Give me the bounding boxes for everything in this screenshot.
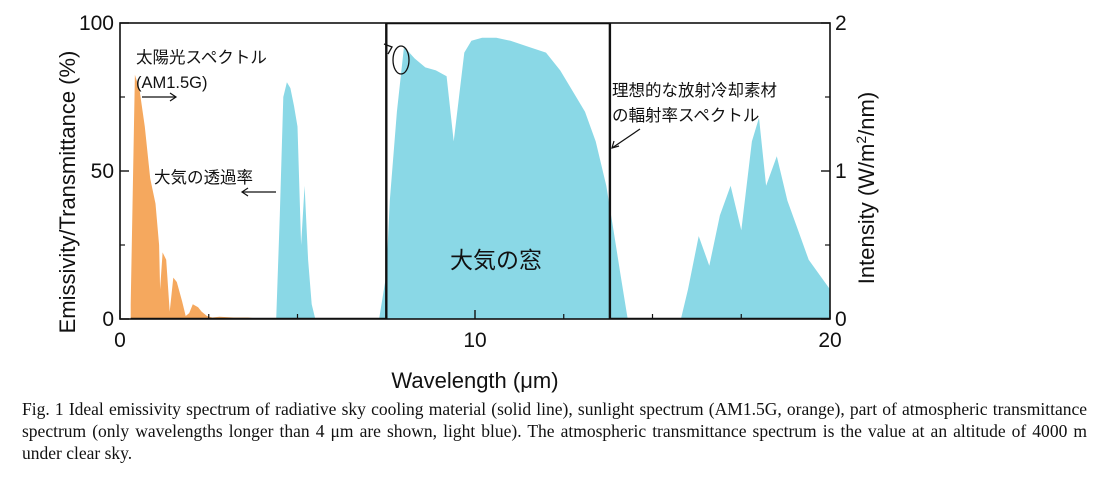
- ideal-label-line2: の輻射率スペクトル: [612, 106, 759, 125]
- window-label: 大気の窓: [450, 247, 542, 273]
- solar-arrow: [142, 92, 178, 102]
- left-axis-label: Emissivity/Transmittance (%): [55, 51, 80, 334]
- right-y-tick-label: 0: [835, 308, 847, 331]
- series-atm-transmittance: [276, 37, 830, 319]
- rotation-arrow-icon: [383, 43, 410, 75]
- left-y-tick-label: 0: [102, 308, 114, 331]
- x-tick-label: 10: [463, 329, 486, 352]
- figure-caption: Fig. 1 Ideal emissivity spectrum of radi…: [22, 399, 1087, 463]
- solar-label-line1: 太陽光スペクトル: [136, 48, 267, 67]
- ideal-arrow: [611, 128, 641, 149]
- ideal-label-line1: 理想的な放射冷却素材: [612, 81, 777, 100]
- x-axis-label: Wavelength (μm): [391, 368, 558, 393]
- atm-arrow: [240, 187, 276, 197]
- x-tick-label: 0: [114, 329, 126, 352]
- right-y-tick-label: 1: [835, 160, 847, 183]
- x-tick-label: 20: [818, 329, 841, 352]
- right-y-tick-label: 2: [835, 12, 847, 35]
- left-y-tick-label: 50: [91, 160, 114, 183]
- series-layer: [130, 23, 830, 319]
- solar-label-line2: (AM1.5G): [136, 74, 208, 92]
- atm-transmittance-label: 大気の透過率: [154, 168, 253, 187]
- left-y-tick-label: 100: [79, 12, 114, 35]
- series-solar-spectrum: [130, 74, 262, 319]
- right-axis-label: Intensity (W/m2/nm): [853, 92, 879, 284]
